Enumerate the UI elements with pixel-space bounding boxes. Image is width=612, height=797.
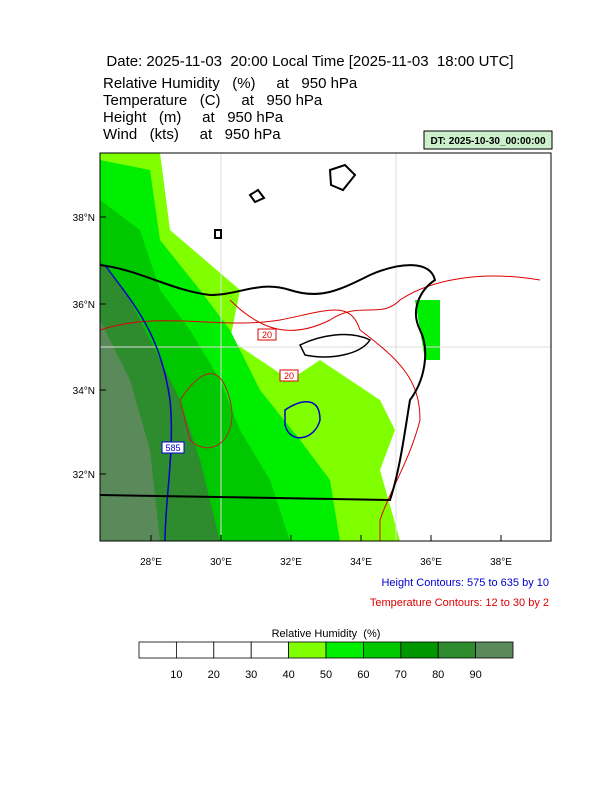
field-line: Wind (kts) at 950 hPa <box>103 126 281 143</box>
colorbar-label: 30 <box>245 669 257 681</box>
colorbar-title: Relative Humidity (%) <box>272 628 381 640</box>
field-line: Relative Humidity (%) at 950 hPa <box>103 75 358 92</box>
temperature-contour <box>100 309 421 541</box>
lon-label: 28°E <box>140 557 162 568</box>
colorbar-label: 40 <box>282 669 294 681</box>
contour-label: 20 <box>284 371 294 381</box>
lat-label: 34°N <box>73 386 95 397</box>
colorbar: 10 20 30 40 50 60 70 80 90 <box>138 641 514 681</box>
temperature-contour <box>229 275 541 331</box>
lat-label: 38°N <box>73 213 95 224</box>
lon-label: 36°E <box>420 557 442 568</box>
contour-label-box <box>279 369 299 382</box>
colorbar-box <box>213 641 252 659</box>
contour-label-box <box>257 328 277 341</box>
contour-label: 20 <box>262 330 272 340</box>
lon-label: 34°E <box>350 557 372 568</box>
humidity-field <box>415 300 440 360</box>
colorbar-box <box>288 641 327 659</box>
colorbar-box <box>175 641 215 659</box>
colorbar-box <box>437 641 477 659</box>
map: 20 20 585 <box>99 152 552 542</box>
colorbar-box <box>362 641 402 659</box>
colorbar-box <box>400 641 439 659</box>
field-line: Temperature (C) at 950 hPa <box>103 92 323 109</box>
temperature-contour <box>179 373 233 449</box>
title: Date: 2025-11-03 20:00 Local Time [2025-… <box>106 53 513 70</box>
colorbar-label: 10 <box>170 669 182 681</box>
colorbar-box <box>138 641 177 659</box>
coastline <box>298 333 372 358</box>
island <box>214 163 357 239</box>
colorbar-label: 80 <box>432 669 444 681</box>
colorbar-label: 70 <box>395 669 407 681</box>
lat-label: 36°N <box>73 300 95 311</box>
colorbar-box <box>325 641 364 659</box>
lon-label: 30°E <box>210 557 232 568</box>
coastline <box>100 264 437 502</box>
map-frame <box>99 152 552 542</box>
lat-label: 32°N <box>73 470 95 481</box>
height-contour <box>104 264 173 541</box>
colorbar-label: 90 <box>469 669 481 681</box>
colorbar-label: 50 <box>320 669 332 681</box>
humidity-field <box>100 320 160 541</box>
height-contour <box>284 401 321 439</box>
lon-label: 38°E <box>490 557 512 568</box>
dt-box <box>423 130 553 150</box>
colorbar-label: 20 <box>208 669 220 681</box>
dt-label: DT: 2025-10-30_00:00:00 <box>430 136 546 147</box>
colorbar-box <box>475 641 514 659</box>
contour-label: 585 <box>165 443 180 453</box>
lon-label: 32°E <box>280 557 302 568</box>
field-line: Height (m) at 950 hPa <box>103 109 284 126</box>
temperature-note: Temperature Contours: 12 to 30 by 2 <box>370 597 549 609</box>
contour-label-box <box>161 441 185 454</box>
height-note: Height Contours: 575 to 635 by 10 <box>381 577 549 589</box>
colorbar-label: 60 <box>357 669 369 681</box>
colorbar-box <box>250 641 289 659</box>
map-axes: 38°N 36°N 34°N 32°N 28°E 30°E 32°E 34°E 36°E 38°E <box>73 213 513 568</box>
